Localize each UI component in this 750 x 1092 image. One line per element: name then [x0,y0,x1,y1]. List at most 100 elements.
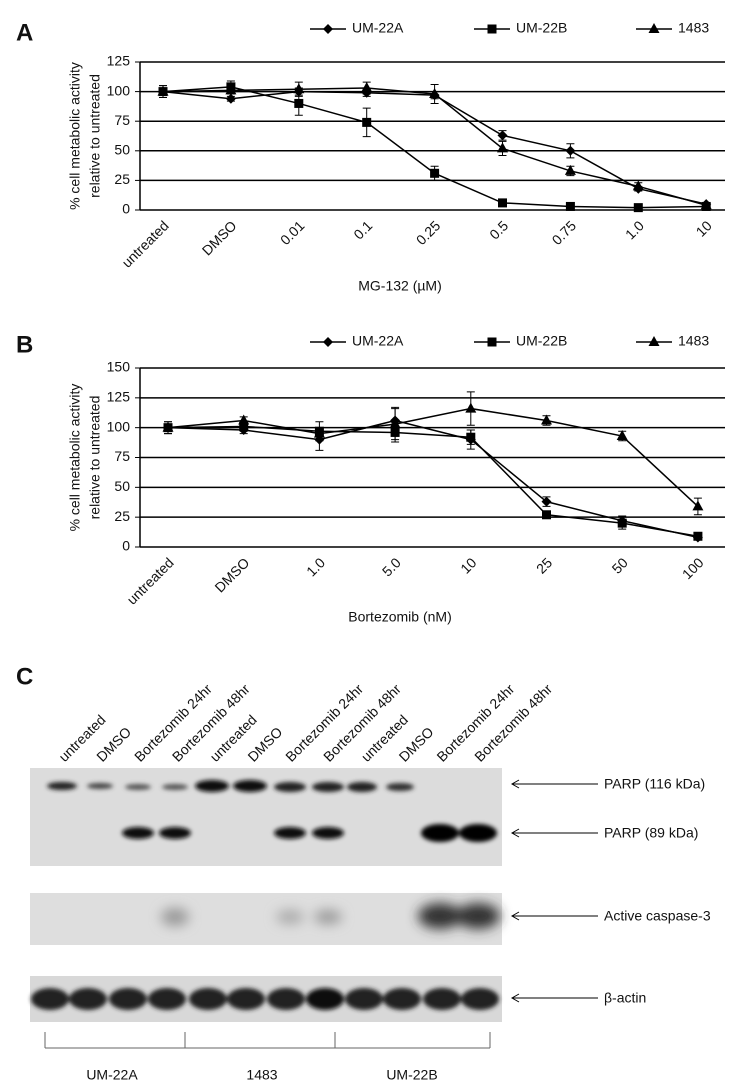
x-axis-label: MG-132 (µM) [358,278,442,294]
line-chart: A 0 25 50 75 100 125 % cell metabolic activity r… [16,19,725,294]
western-blot: C [16,663,711,1082]
x-tick-label: 50 [609,554,631,576]
y-tick-label: 125 [107,389,131,405]
legend-marker [648,336,660,346]
marker [466,432,476,442]
marker [617,518,627,528]
y-tick-label: 50 [114,478,130,494]
x-tick-label: 0.5 [486,217,511,242]
x-axis-label: Bortezomib (nM) [348,609,451,625]
x-tick-label: 0.25 [413,217,444,248]
x-tick-label: DMSO [211,554,252,595]
marker [465,402,477,413]
marker [565,201,575,211]
marker [162,421,174,432]
marker [157,85,169,96]
x-tick-label: 1.0 [622,217,647,242]
x-tick-label: untreated [124,554,177,607]
panel-label: B [16,331,33,358]
marker [225,84,237,95]
group-brackets [44,1032,491,1049]
band-label: PARP (89 kDa) [604,825,698,841]
marker [542,510,551,520]
marker [633,203,643,213]
legend-label: UM-22B [516,333,567,349]
y-tick-label: 0 [122,201,130,217]
y-tick-label: 75 [114,448,130,464]
x-tick-label: 1.0 [303,554,328,579]
bands-parp116 [47,780,414,792]
y-tick-label: 150 [107,359,131,375]
marker [294,98,304,108]
series-line [162,90,707,205]
legend-label: 1483 [678,20,709,36]
marker [429,87,441,98]
bands-caspase3 [161,903,500,929]
x-tick-label: 25 [533,554,555,576]
band-label: β-actin [604,990,646,1006]
marker [632,180,644,191]
arrows [510,779,598,1003]
legend-marker [323,24,333,34]
marker [693,531,703,541]
series-line [162,87,707,206]
y-axis-label: relative to untreated [87,74,103,198]
legend-marker [487,337,497,347]
y-tick-label: 75 [114,112,130,128]
legend-marker [323,337,333,347]
marker [497,130,508,141]
marker [700,199,712,210]
x-tick-label: DMSO [199,217,240,258]
y-axis-label: relative to untreated [87,396,103,520]
legend-marker [487,24,497,34]
y-tick-label: 50 [114,142,130,158]
marker [389,418,401,429]
series-line [167,419,699,539]
x-tick-label: 5.0 [379,554,404,579]
x-tick-label: 10 [693,217,715,239]
legend-label: UM-22A [352,333,404,349]
marker [498,198,507,208]
line-chart: B 0 25 50 75 100 125 150 % cell metabolic activi… [16,331,725,625]
marker [362,117,372,127]
panel-label: A [16,19,33,46]
band-label: PARP (116 kDa) [604,776,705,792]
group-label: UM-22A [86,1067,138,1083]
marker [239,421,249,431]
panel-label: C [16,663,33,690]
marker [564,164,576,175]
marker [238,414,250,425]
marker [497,142,508,153]
x-tick-label: 0.1 [350,217,375,242]
marker [361,82,373,93]
marker [313,427,325,438]
y-tick-label: 100 [107,418,131,434]
series-line [167,425,699,537]
y-tick-label: 25 [114,508,130,524]
marker [692,500,704,511]
group-label: UM-22B [386,1067,437,1083]
marker [293,83,305,94]
y-tick-label: 0 [122,538,130,554]
y-tick-label: 25 [114,171,130,187]
x-tick-label: 0.75 [549,217,580,248]
marker [541,414,552,425]
x-tick-label: 10 [457,554,479,576]
legend-label: UM-22A [352,20,404,36]
x-tick-label: 100 [679,554,707,582]
marker [565,145,576,156]
blot-membrane [30,768,502,866]
marker [616,430,628,441]
bands-actin [31,988,499,1010]
legend-marker [648,23,660,33]
marker [541,496,552,507]
y-axis-label: % cell metabolic activity [67,384,83,532]
x-tick-label: untreated [119,217,172,270]
y-tick-label: 125 [107,53,131,69]
y-tick-label: 100 [107,82,131,98]
y-axis-label: % cell metabolic activity [67,62,83,210]
group-label: 1483 [246,1067,277,1083]
bands-parp89 [122,824,497,842]
